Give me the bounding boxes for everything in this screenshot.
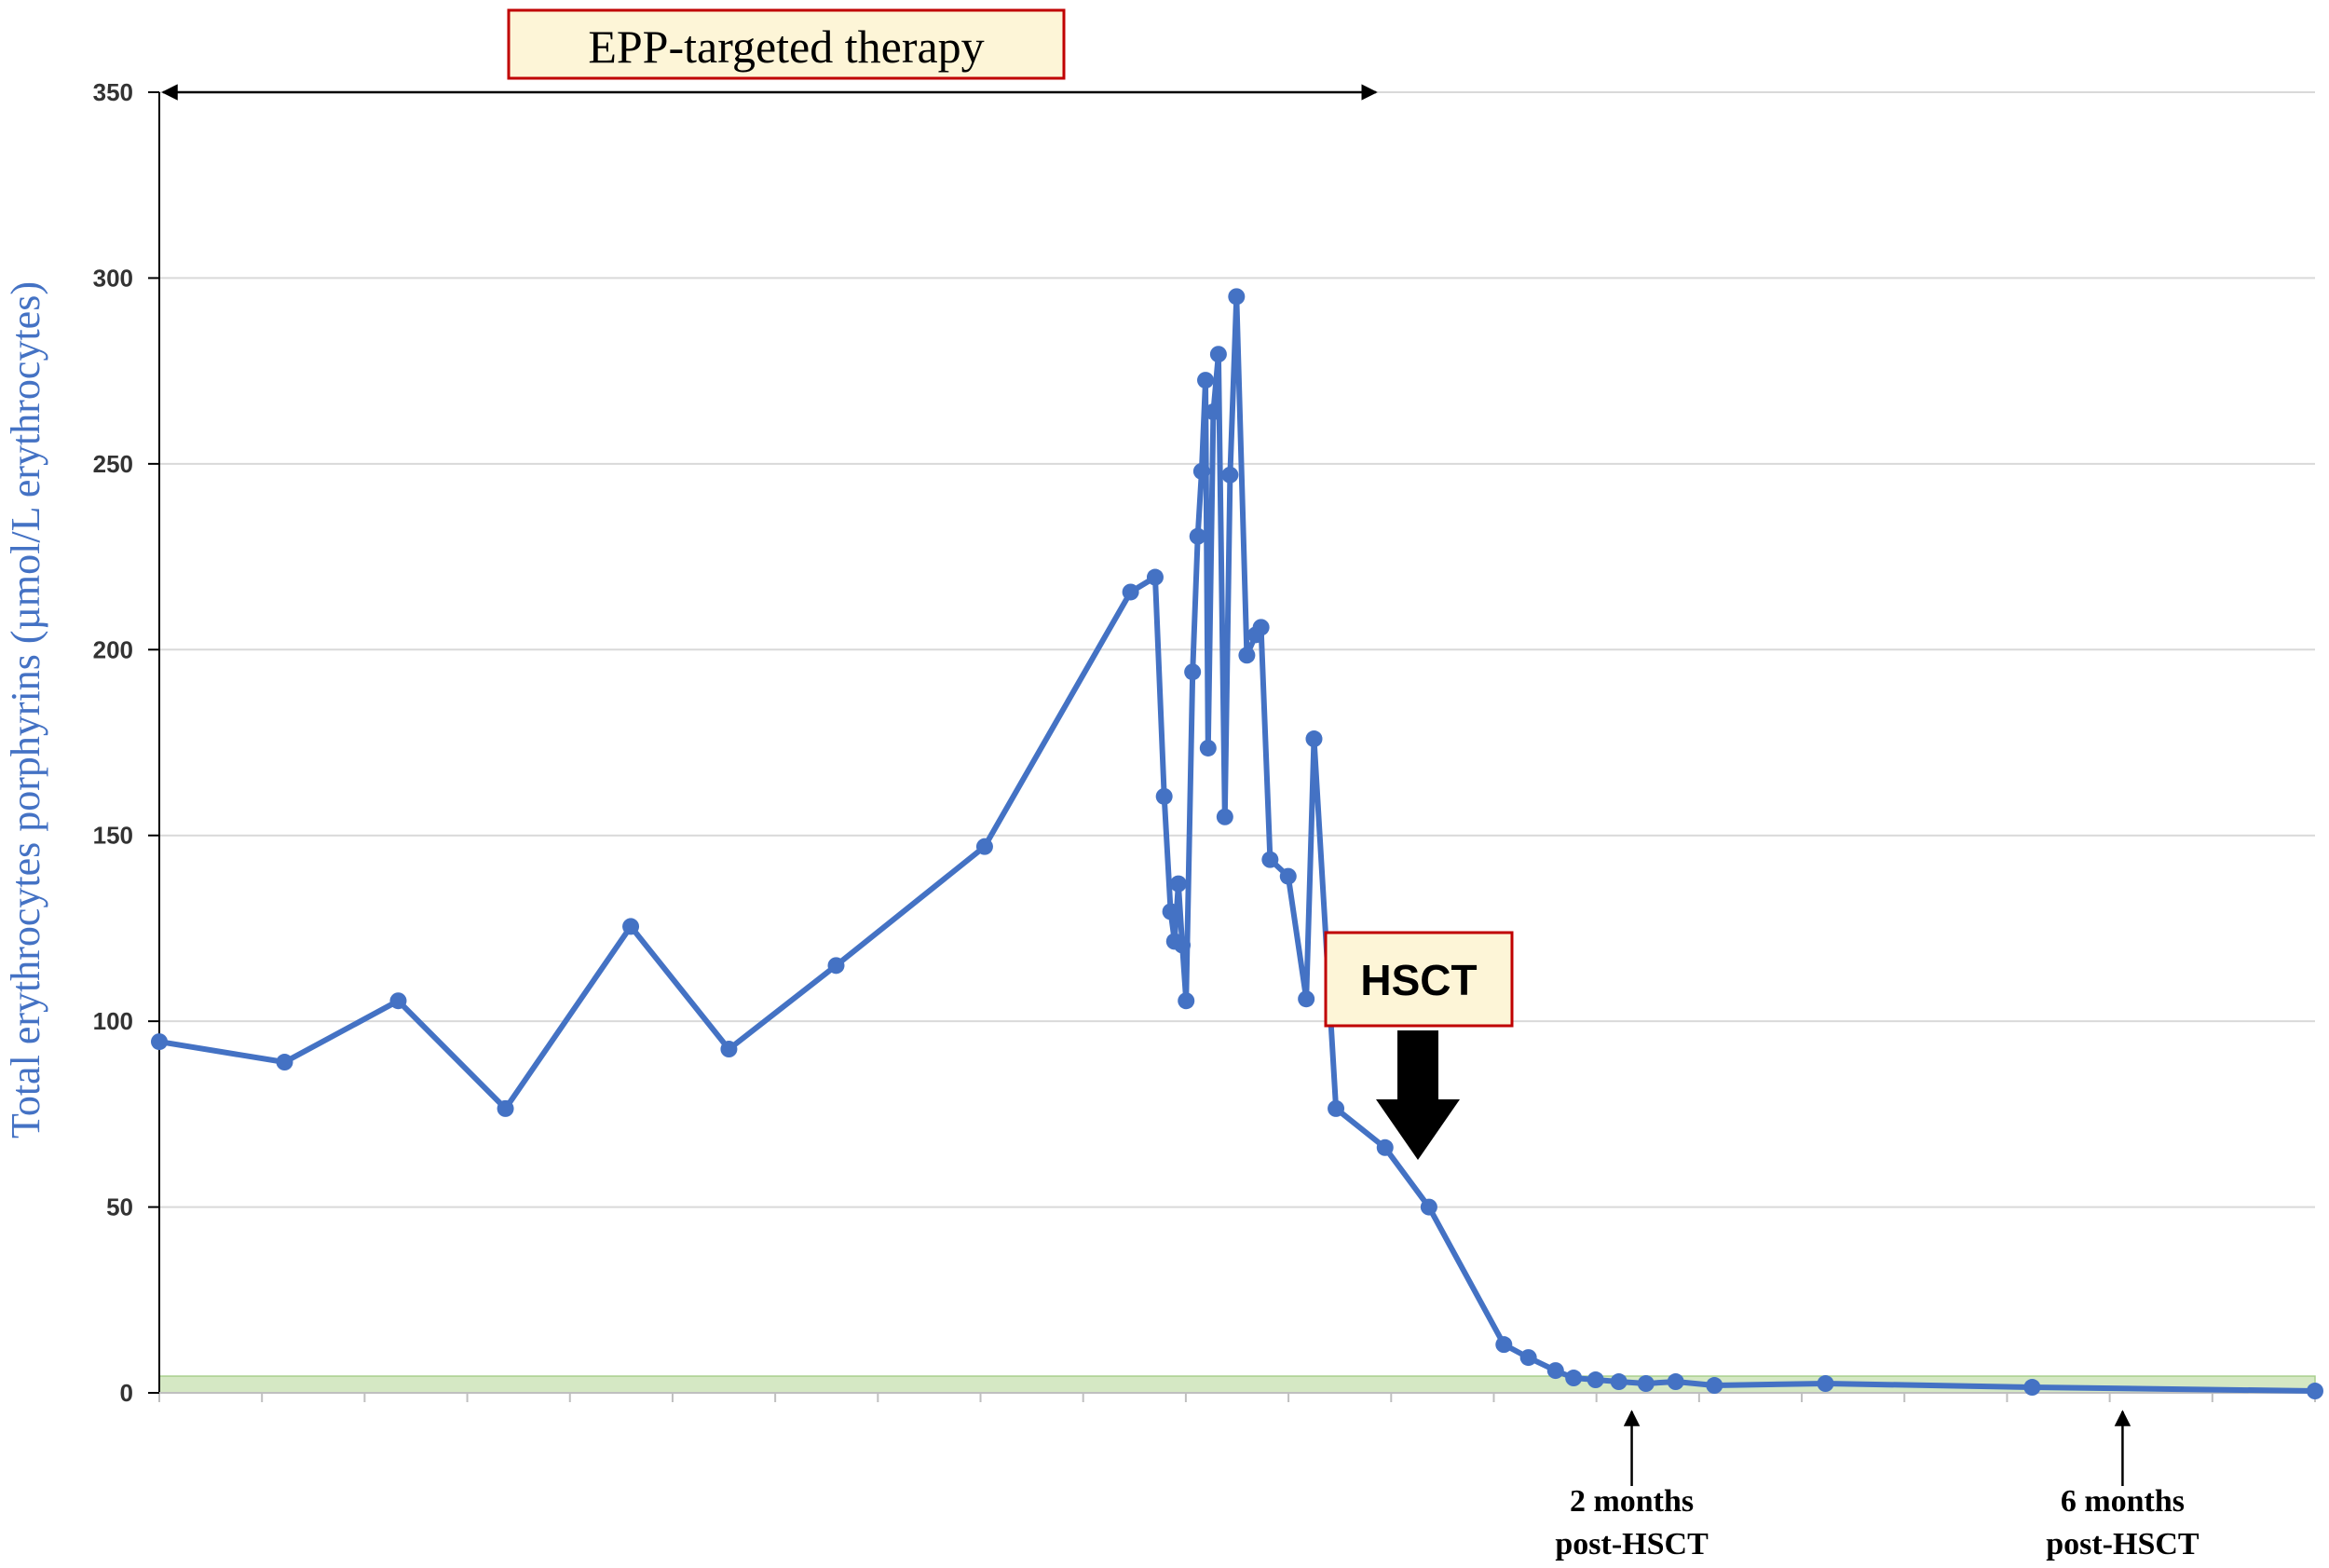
- data-point: [1221, 466, 1239, 484]
- data-point: [497, 1099, 514, 1117]
- data-point: [827, 957, 845, 975]
- data-point: [720, 1041, 738, 1058]
- post-hsct-marker-label-line2: post-HSCT: [2046, 1527, 2200, 1561]
- post-hsct-marker-label-line1: 2 months: [1570, 1484, 1694, 1519]
- hsct-label: HSCT: [1360, 956, 1477, 1004]
- grid-lines: [159, 91, 2315, 1208]
- data-point: [975, 838, 993, 855]
- data-point: [1162, 903, 1179, 920]
- data-point: [276, 1054, 293, 1071]
- data-point: [1261, 851, 1279, 868]
- annotations: EPP-targeted therapy HSCT 2 months post-HSC…: [161, 8, 2200, 1561]
- therapy-label: EPP-targeted therapy: [588, 20, 984, 73]
- data-point: [1192, 462, 1210, 480]
- data-point: [1252, 619, 1270, 636]
- y-tick-label: 150: [93, 822, 133, 850]
- hsct-label-box: [1324, 931, 1514, 1028]
- y-tick-label: 200: [93, 635, 133, 663]
- data-point: [1155, 787, 1173, 805]
- data-point: [1587, 1371, 1604, 1389]
- data-point: [1189, 527, 1206, 545]
- data-point: [1174, 936, 1192, 954]
- data-point: [1328, 1099, 1345, 1117]
- data-point: [1199, 739, 1217, 757]
- data-point: [1169, 875, 1187, 893]
- data-point: [1305, 730, 1323, 748]
- data-point: [1565, 1370, 1583, 1387]
- hsct-down-arrow: [1376, 1030, 1460, 1160]
- data-point: [2307, 1383, 2323, 1400]
- data-point: [1228, 288, 1246, 306]
- series-line: [157, 293, 2318, 1394]
- y-tick-label: 350: [93, 78, 133, 106]
- data-point: [1216, 808, 1233, 825]
- data-point: [1238, 647, 1256, 664]
- data-point: [1495, 1336, 1513, 1354]
- data-point: [389, 992, 407, 1010]
- data-point: [1146, 568, 1164, 586]
- data-point: [1197, 372, 1215, 389]
- series-points: [151, 288, 2323, 1400]
- data-point: [1279, 867, 1297, 885]
- post-hsct-marker-label-line2: post-HSCT: [1555, 1527, 1709, 1561]
- data-point: [151, 1033, 168, 1051]
- data-point: [1706, 1377, 1723, 1395]
- axes: [158, 92, 2316, 1402]
- data-point: [1637, 1375, 1655, 1393]
- post-hsct-marker-label-line1: 6 months: [2061, 1484, 2185, 1519]
- data-point: [1209, 346, 1227, 363]
- y-tick-labels: 0 50 100 150 200 250 300 350: [93, 78, 159, 1407]
- data-point: [1817, 1375, 1834, 1393]
- data-point: [1420, 1198, 1437, 1216]
- data-point: [1667, 1373, 1684, 1391]
- series-polyline: [157, 293, 2318, 1394]
- y-tick-label: 300: [93, 264, 133, 292]
- data-point: [1376, 1139, 1394, 1156]
- data-point: [1298, 990, 1315, 1008]
- data-point: [1178, 992, 1195, 1010]
- data-point: [1546, 1362, 1564, 1380]
- data-point: [2023, 1379, 2041, 1397]
- y-tick-label: 0: [120, 1379, 133, 1407]
- therapy-label-box: [507, 8, 1066, 80]
- data-point: [1610, 1373, 1628, 1391]
- y-tick-label: 100: [93, 1007, 133, 1035]
- data-point: [1122, 583, 1139, 601]
- y-tick-label: 50: [106, 1193, 133, 1221]
- data-point: [1519, 1349, 1537, 1367]
- data-point: [622, 918, 640, 935]
- data-point: [1184, 663, 1202, 681]
- y-tick-label: 250: [93, 450, 133, 478]
- y-axis-label: Total erythrocytes porphyrins (µmol/L er…: [3, 281, 48, 1139]
- data-point: [1205, 403, 1222, 421]
